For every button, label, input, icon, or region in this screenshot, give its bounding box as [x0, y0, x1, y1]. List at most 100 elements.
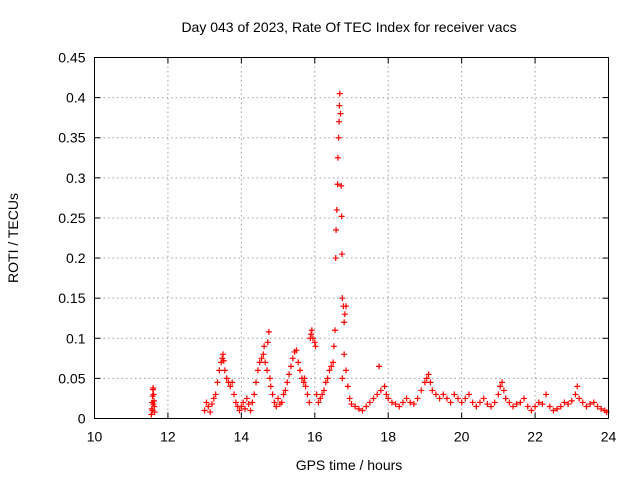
data-point — [458, 399, 465, 406]
data-point — [388, 399, 395, 406]
data-point — [465, 391, 472, 398]
data-point — [339, 295, 346, 302]
data-point — [432, 391, 439, 398]
data-point — [247, 407, 254, 414]
data-point — [271, 399, 278, 406]
data-point — [253, 379, 260, 386]
data-point — [267, 383, 274, 390]
data-point — [535, 399, 542, 406]
data-point — [269, 391, 276, 398]
data-point — [148, 411, 155, 418]
data-point — [462, 395, 469, 402]
data-point — [275, 395, 282, 402]
data-point — [513, 401, 520, 408]
data-point — [324, 375, 331, 382]
data-point — [229, 379, 236, 386]
y-tick-label: 0.15 — [58, 290, 85, 306]
y-tick-label: 0.1 — [66, 330, 86, 346]
data-points — [148, 90, 610, 418]
data-point — [484, 401, 491, 408]
data-point — [289, 355, 296, 362]
y-tick-label: 0.45 — [58, 50, 85, 66]
data-point — [565, 401, 572, 408]
data-point — [284, 379, 291, 386]
data-point — [473, 403, 480, 410]
data-point — [251, 391, 258, 398]
data-point — [425, 371, 432, 378]
data-point — [309, 335, 316, 342]
data-point — [149, 407, 156, 414]
data-point — [150, 391, 157, 398]
data-point — [414, 395, 421, 402]
data-point — [336, 90, 343, 97]
x-tick-label: 14 — [234, 429, 250, 445]
data-point — [208, 401, 215, 408]
data-point — [278, 399, 285, 406]
data-point — [502, 395, 509, 402]
data-point — [256, 359, 263, 366]
data-point — [150, 397, 157, 404]
data-point — [287, 363, 294, 370]
data-point — [339, 375, 346, 382]
x-tick-label: 22 — [527, 429, 543, 445]
data-point — [337, 110, 344, 117]
data-point — [590, 399, 597, 406]
data-point — [331, 327, 338, 334]
data-point — [293, 347, 300, 354]
data-point — [528, 407, 535, 414]
data-point — [301, 375, 308, 382]
data-point — [326, 367, 333, 374]
data-point — [330, 343, 337, 350]
data-point — [480, 395, 487, 402]
data-point — [205, 403, 212, 410]
data-point — [572, 391, 579, 398]
data-point — [336, 102, 343, 109]
data-point — [436, 395, 443, 402]
data-point — [212, 391, 219, 398]
data-point — [242, 405, 249, 412]
data-point — [341, 351, 348, 358]
data-point — [201, 407, 208, 414]
data-point — [334, 181, 341, 188]
data-point — [236, 407, 243, 414]
data-point — [342, 367, 349, 374]
data-point — [543, 391, 550, 398]
data-point — [550, 407, 557, 414]
data-point — [221, 367, 228, 374]
data-point — [214, 379, 221, 386]
data-point — [385, 395, 392, 402]
data-point — [383, 391, 390, 398]
data-point — [312, 343, 319, 350]
data-point — [280, 391, 287, 398]
data-point — [510, 403, 517, 410]
data-point — [539, 401, 546, 408]
data-point — [407, 399, 414, 406]
data-point — [396, 403, 403, 410]
y-tick-label: 0.35 — [58, 130, 85, 146]
data-point — [499, 379, 506, 386]
y-tick-label: 0.05 — [58, 370, 85, 386]
data-point — [546, 403, 553, 410]
data-point — [359, 407, 366, 414]
x-tick-label: 24 — [601, 429, 617, 445]
data-point — [220, 357, 227, 364]
y-tick-label: 0 — [78, 411, 86, 427]
data-point — [338, 182, 345, 189]
data-point — [328, 363, 335, 370]
data-point — [447, 399, 454, 406]
data-point — [583, 403, 590, 410]
data-point — [370, 395, 377, 402]
data-point — [598, 405, 605, 412]
data-point — [265, 328, 272, 335]
data-point — [521, 395, 528, 402]
data-point — [440, 391, 447, 398]
data-point — [243, 395, 250, 402]
data-point — [262, 359, 269, 366]
data-point — [346, 395, 353, 402]
data-point — [348, 401, 355, 408]
data-point — [261, 343, 268, 350]
x-tick-label: 20 — [454, 429, 470, 445]
data-point — [579, 399, 586, 406]
data-point — [594, 403, 601, 410]
